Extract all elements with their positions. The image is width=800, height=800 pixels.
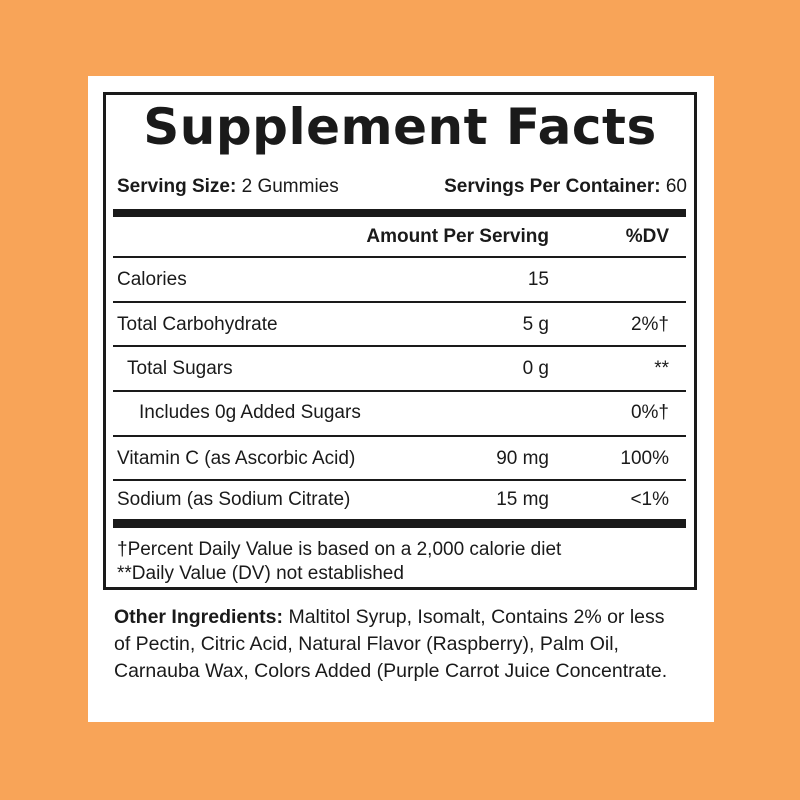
row: Sodium (as Sodium Citrate) 15 mg <1% bbox=[117, 489, 669, 513]
rule bbox=[113, 301, 686, 303]
amount: 90 mg bbox=[496, 448, 549, 469]
nutrient: Calories bbox=[117, 269, 187, 290]
dv: 100% bbox=[620, 448, 669, 469]
dv: 0%† bbox=[630, 402, 669, 423]
footnote: †Percent Daily Value is based on a 2,000… bbox=[117, 539, 562, 560]
servings-per-container: Servings Per Container: 60 bbox=[444, 176, 687, 198]
ingredients: Other Ingredients: Maltitol Syrup, Isoma… bbox=[114, 604, 674, 685]
amount: 0 g bbox=[522, 358, 549, 379]
dv: 2%† bbox=[630, 314, 669, 335]
column-header: Amount Per Serving bbox=[366, 226, 549, 247]
nutrient: Sodium (as Sodium Citrate) bbox=[117, 489, 351, 510]
label: Serving Size: bbox=[117, 176, 237, 197]
nutrient: Includes 0g Added Sugars bbox=[139, 402, 361, 423]
label: Servings Per Container: bbox=[444, 176, 661, 197]
rule bbox=[113, 256, 686, 258]
row: Vitamin C (as Ascorbic Acid) 90 mg 100% bbox=[117, 448, 669, 472]
rule bbox=[113, 435, 686, 437]
nutrient: Total Sugars bbox=[127, 358, 233, 379]
title: Supplement Facts bbox=[143, 98, 657, 156]
row: Calories 15 bbox=[117, 269, 669, 293]
ingredients-label: Other Ingredients: bbox=[114, 606, 284, 628]
footnote: **Daily Value (DV) not established bbox=[117, 563, 404, 584]
column-header: %DV bbox=[625, 226, 669, 247]
amount: 5 g bbox=[522, 314, 549, 335]
dv: <1% bbox=[630, 489, 669, 510]
row: Total Carbohydrate 5 g 2%† bbox=[117, 314, 669, 338]
value: 60 bbox=[665, 176, 687, 197]
row: Total Sugars 0 g ** bbox=[117, 358, 669, 382]
amount: 15 mg bbox=[496, 489, 549, 510]
nutrient: Vitamin C (as Ascorbic Acid) bbox=[117, 448, 356, 469]
label-panel bbox=[88, 76, 714, 722]
facts-box bbox=[103, 92, 697, 590]
rule bbox=[113, 479, 686, 481]
value: 2 Gummies bbox=[241, 176, 339, 197]
nutrient: Total Carbohydrate bbox=[117, 314, 278, 335]
dv: ** bbox=[654, 358, 669, 379]
row: Includes 0g Added Sugars 0%† bbox=[117, 402, 669, 426]
ingredients-text: Maltitol Syrup, Isomalt, Contains 2% or … bbox=[114, 606, 668, 682]
amount: 15 bbox=[527, 269, 549, 290]
rule bbox=[113, 390, 686, 392]
thick-rule bbox=[113, 519, 686, 528]
serving-size: Serving Size: 2 Gummies bbox=[117, 176, 339, 198]
thick-rule bbox=[113, 209, 686, 217]
rule bbox=[113, 345, 686, 347]
